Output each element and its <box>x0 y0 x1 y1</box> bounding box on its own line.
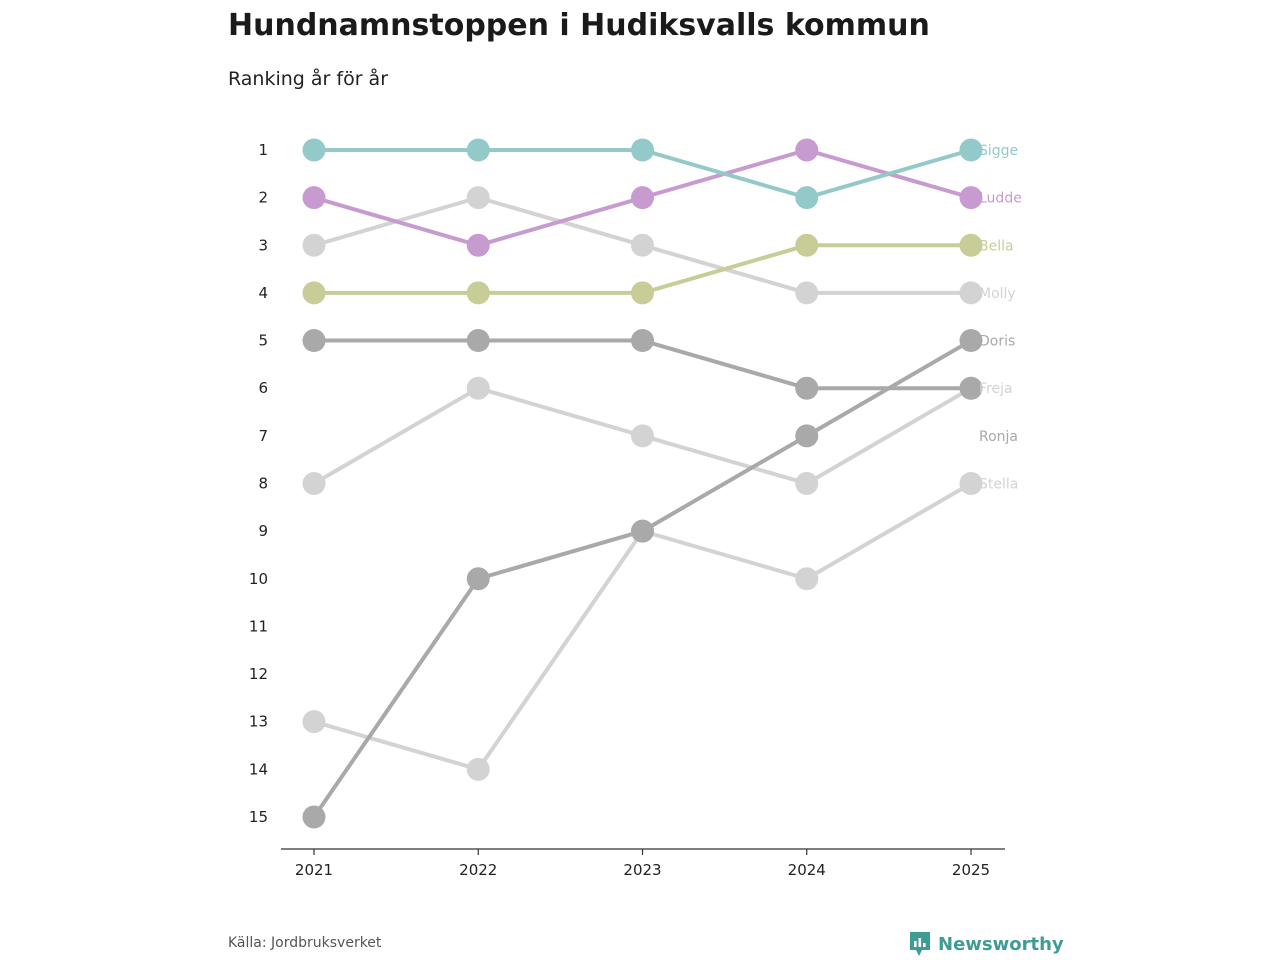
data-point-doris <box>795 424 819 448</box>
data-point-ludde <box>466 233 490 257</box>
y-tick-label: 7 <box>258 427 268 445</box>
data-point-stella <box>466 757 490 781</box>
data-point-molly <box>795 281 819 305</box>
chart-subtitle: Ranking år för år <box>228 68 389 90</box>
y-tick-label: 15 <box>249 808 268 826</box>
y-tick-label: 13 <box>249 713 268 731</box>
data-point-stella <box>959 471 983 495</box>
data-point-sigge <box>959 138 983 162</box>
data-point-ronja <box>631 424 654 448</box>
y-tick-label: 5 <box>258 332 268 350</box>
y-tick-label: 8 <box>258 474 268 492</box>
end-label-doris: Doris <box>979 334 1015 350</box>
data-point-sigge <box>466 138 490 162</box>
end-label-sigge: Sigge <box>979 143 1018 159</box>
data-point-doris <box>631 519 654 543</box>
source-note: Källa: Jordbruksverket <box>228 935 382 951</box>
y-tick-label: 11 <box>249 617 268 635</box>
data-point-ludde <box>795 138 819 162</box>
data-point-sigge <box>302 138 326 162</box>
data-point-ronja <box>466 376 490 400</box>
x-axis-ticks: 2021 2022 2023 2024 2025 <box>295 849 990 879</box>
data-point-molly <box>466 186 490 210</box>
data-point-doris <box>959 329 983 353</box>
data-point-molly <box>631 233 654 257</box>
chart-title: Hundnamnstoppen i Hudiksvalls kommun <box>228 8 930 43</box>
data-point-ludde <box>631 186 654 210</box>
end-label-stella: Stella <box>979 476 1018 492</box>
y-tick-label: 10 <box>249 570 268 588</box>
end-label-molly: Molly <box>979 286 1016 302</box>
data-point-freja <box>795 376 819 400</box>
data-point-doris <box>466 567 490 591</box>
data-point-freja <box>466 329 490 353</box>
series-points <box>302 138 983 829</box>
data-point-bella <box>959 233 983 257</box>
data-point-molly <box>959 281 983 305</box>
x-tick-label: 2022 <box>459 861 497 879</box>
x-tick-label: 2023 <box>623 861 661 879</box>
data-point-ludde <box>302 186 326 210</box>
data-point-doris <box>302 805 326 829</box>
end-label-freja: Freja <box>979 381 1013 397</box>
data-point-stella <box>795 567 819 591</box>
data-point-ronja <box>795 471 819 495</box>
end-label-bella: Bella <box>979 238 1014 254</box>
data-point-ludde <box>959 186 983 210</box>
y-tick-label: 3 <box>258 236 268 254</box>
data-point-sigge <box>631 138 654 162</box>
data-point-bella <box>795 233 819 257</box>
end-label-ludde: Ludde <box>979 191 1022 207</box>
y-tick-label: 4 <box>258 284 268 302</box>
newsworthy-logo-icon <box>910 932 930 956</box>
data-point-sigge <box>795 186 819 210</box>
data-point-bella <box>631 281 654 305</box>
x-tick-label: 2024 <box>788 861 826 879</box>
y-tick-label: 12 <box>249 665 268 683</box>
y-tick-label: 2 <box>258 189 268 207</box>
brand-logo: Newsworthy <box>908 930 1064 958</box>
data-point-freja <box>302 329 326 353</box>
end-labels: Sigge Ludde Bella Molly Doris Freja Ronja Stell… <box>979 143 1022 492</box>
data-point-stella <box>302 710 326 734</box>
data-point-ronja <box>302 471 326 495</box>
x-tick-label: 2025 <box>952 861 990 879</box>
y-tick-label: 9 <box>258 522 268 540</box>
data-point-bella <box>466 281 490 305</box>
data-point-freja <box>959 376 983 400</box>
end-label-ronja: Ronja <box>979 429 1018 445</box>
series-line-doris <box>312 338 973 819</box>
data-point-bella <box>302 281 326 305</box>
y-tick-label: 14 <box>249 760 268 778</box>
x-tick-label: 2021 <box>295 861 333 879</box>
y-tick-label: 1 <box>258 141 268 159</box>
data-point-molly <box>302 233 326 257</box>
brand-name: Newsworthy <box>938 933 1064 955</box>
y-tick-label: 6 <box>258 379 268 397</box>
data-point-freja <box>631 329 654 353</box>
